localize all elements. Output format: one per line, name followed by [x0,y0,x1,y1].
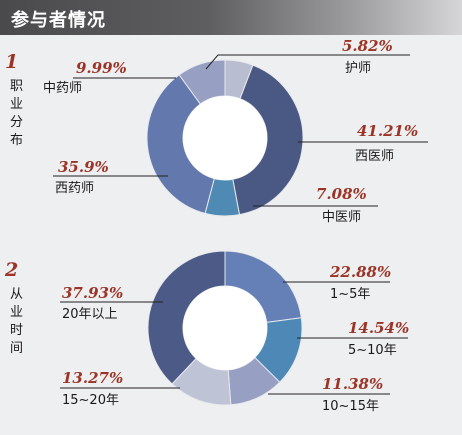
donut-chart-1: 1 职业分布 5.82% 护师 41.21% 西医师 7.08% 中医师 35.9% 西药师 9.9… [5,37,428,225]
chart-number: 1 [5,51,18,73]
slice-category-label: 5~10年 [348,343,397,358]
slice-category-label: 20年以上 [62,307,118,322]
slice-category-label: 中药师 [43,81,82,96]
slice-value-label: 9.99% [76,59,127,77]
leader-line [205,54,410,70]
slice-value-label: 11.38% [322,375,383,393]
donut-chart-2: 2 从业时间 22.88% 1~5年 14.54% 5~10年 11.38% 10~15年 13… [4,250,409,414]
slice-category-label: 1~5年 [330,287,370,302]
slice-value-label: 14.54% [348,319,409,337]
chart-number: 2 [4,259,18,281]
donut-hole [183,96,267,180]
slice-value-label: 22.88% [329,263,391,281]
slice-value-label: 37.93% [62,284,123,302]
donut-slice [178,59,226,105]
slice-category-label: 护师 [345,61,371,76]
slice-category-label: 10~15年 [322,399,379,414]
slice-value-label: 35.9% [58,158,109,176]
page-title: 参与者情况 [11,10,106,31]
donut-hole [183,286,267,370]
header-bar: 参与者情况 [0,0,462,35]
slice-category-label: 西药师 [55,181,94,196]
slice-value-label: 5.82% [342,37,393,55]
slice-value-label: 41.21% [357,122,418,140]
slice-value-label: 7.08% [316,185,367,203]
chart-side-label: 职业分布 [10,79,23,148]
chart-side-label: 从业时间 [10,287,23,356]
slice-category-label: 15~20年 [62,393,119,408]
slice-category-label: 中医师 [322,210,361,225]
slice-category-label: 西医师 [355,149,394,164]
slice-value-label: 13.27% [62,369,123,387]
